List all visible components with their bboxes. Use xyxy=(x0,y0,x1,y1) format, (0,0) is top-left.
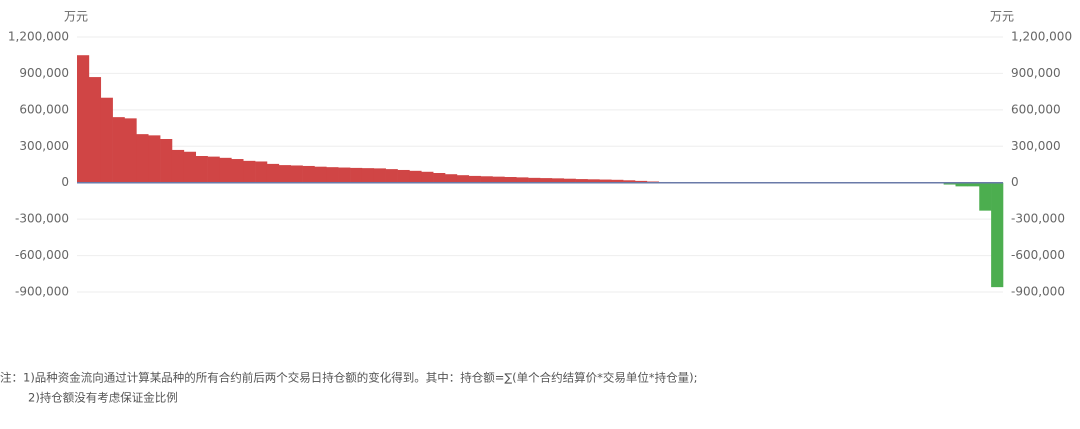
bar xyxy=(184,152,196,183)
bar xyxy=(77,55,89,183)
bar xyxy=(113,117,125,183)
bar xyxy=(231,159,243,183)
y-unit: 万元 xyxy=(64,10,88,24)
y2-tick-label: 0 xyxy=(1011,175,1019,189)
bar xyxy=(172,150,184,183)
bar xyxy=(101,98,113,183)
bar xyxy=(89,77,101,183)
bar xyxy=(124,118,136,182)
y-tick-label: 300,000 xyxy=(19,139,69,153)
bar xyxy=(326,167,338,183)
bar xyxy=(267,164,279,183)
bar xyxy=(516,177,528,182)
bar xyxy=(445,174,457,183)
bar xyxy=(504,177,516,183)
bar xyxy=(386,169,398,183)
y-tick-label: 600,000 xyxy=(19,102,69,116)
y-tick-label: 1,200,000 xyxy=(8,30,69,44)
bar xyxy=(493,177,505,183)
bar xyxy=(148,135,160,182)
bar xyxy=(457,175,469,183)
bar xyxy=(136,134,148,183)
y2-tick-label: -300,000 xyxy=(1011,212,1065,226)
bar xyxy=(433,173,445,183)
y-tick-label: 0 xyxy=(61,175,69,189)
y2-tick-label: -900,000 xyxy=(1011,285,1065,299)
y-tick-label: 900,000 xyxy=(19,66,69,80)
bar xyxy=(314,167,326,183)
bar xyxy=(303,166,315,183)
bar xyxy=(291,165,303,182)
y2-tick-label: -600,000 xyxy=(1011,248,1065,262)
bar xyxy=(362,168,374,183)
bar xyxy=(279,165,291,183)
bar xyxy=(255,161,267,182)
y-tick-label: -900,000 xyxy=(15,285,69,299)
bar xyxy=(991,183,1003,287)
bar xyxy=(374,168,386,182)
bar xyxy=(196,156,208,183)
bar xyxy=(469,176,481,183)
note: 注：1)品种资金流向通过计算某品种的所有合约前后两个交易日持仓额的变化得到。其中… xyxy=(0,371,698,385)
bar xyxy=(208,157,220,183)
bar xyxy=(160,139,172,183)
bar xyxy=(338,168,350,183)
bar xyxy=(421,172,433,183)
bar xyxy=(243,161,255,183)
y2-tick-label: 1,200,000 xyxy=(1011,30,1072,44)
bar xyxy=(219,158,231,183)
note: 2)持仓额没有考虑保证金比例 xyxy=(28,391,178,405)
bar xyxy=(409,171,421,183)
y-tick-label: -600,000 xyxy=(15,248,69,262)
y2-tick-label: 300,000 xyxy=(1011,139,1061,153)
bar xyxy=(979,183,991,211)
y2-tick-label: 900,000 xyxy=(1011,66,1061,80)
bar xyxy=(398,170,410,183)
y2-tick-label: 600,000 xyxy=(1011,102,1061,116)
bar xyxy=(350,168,362,183)
y2-unit: 万元 xyxy=(990,10,1014,24)
bar xyxy=(481,176,493,182)
y-tick-label: -300,000 xyxy=(15,212,69,226)
